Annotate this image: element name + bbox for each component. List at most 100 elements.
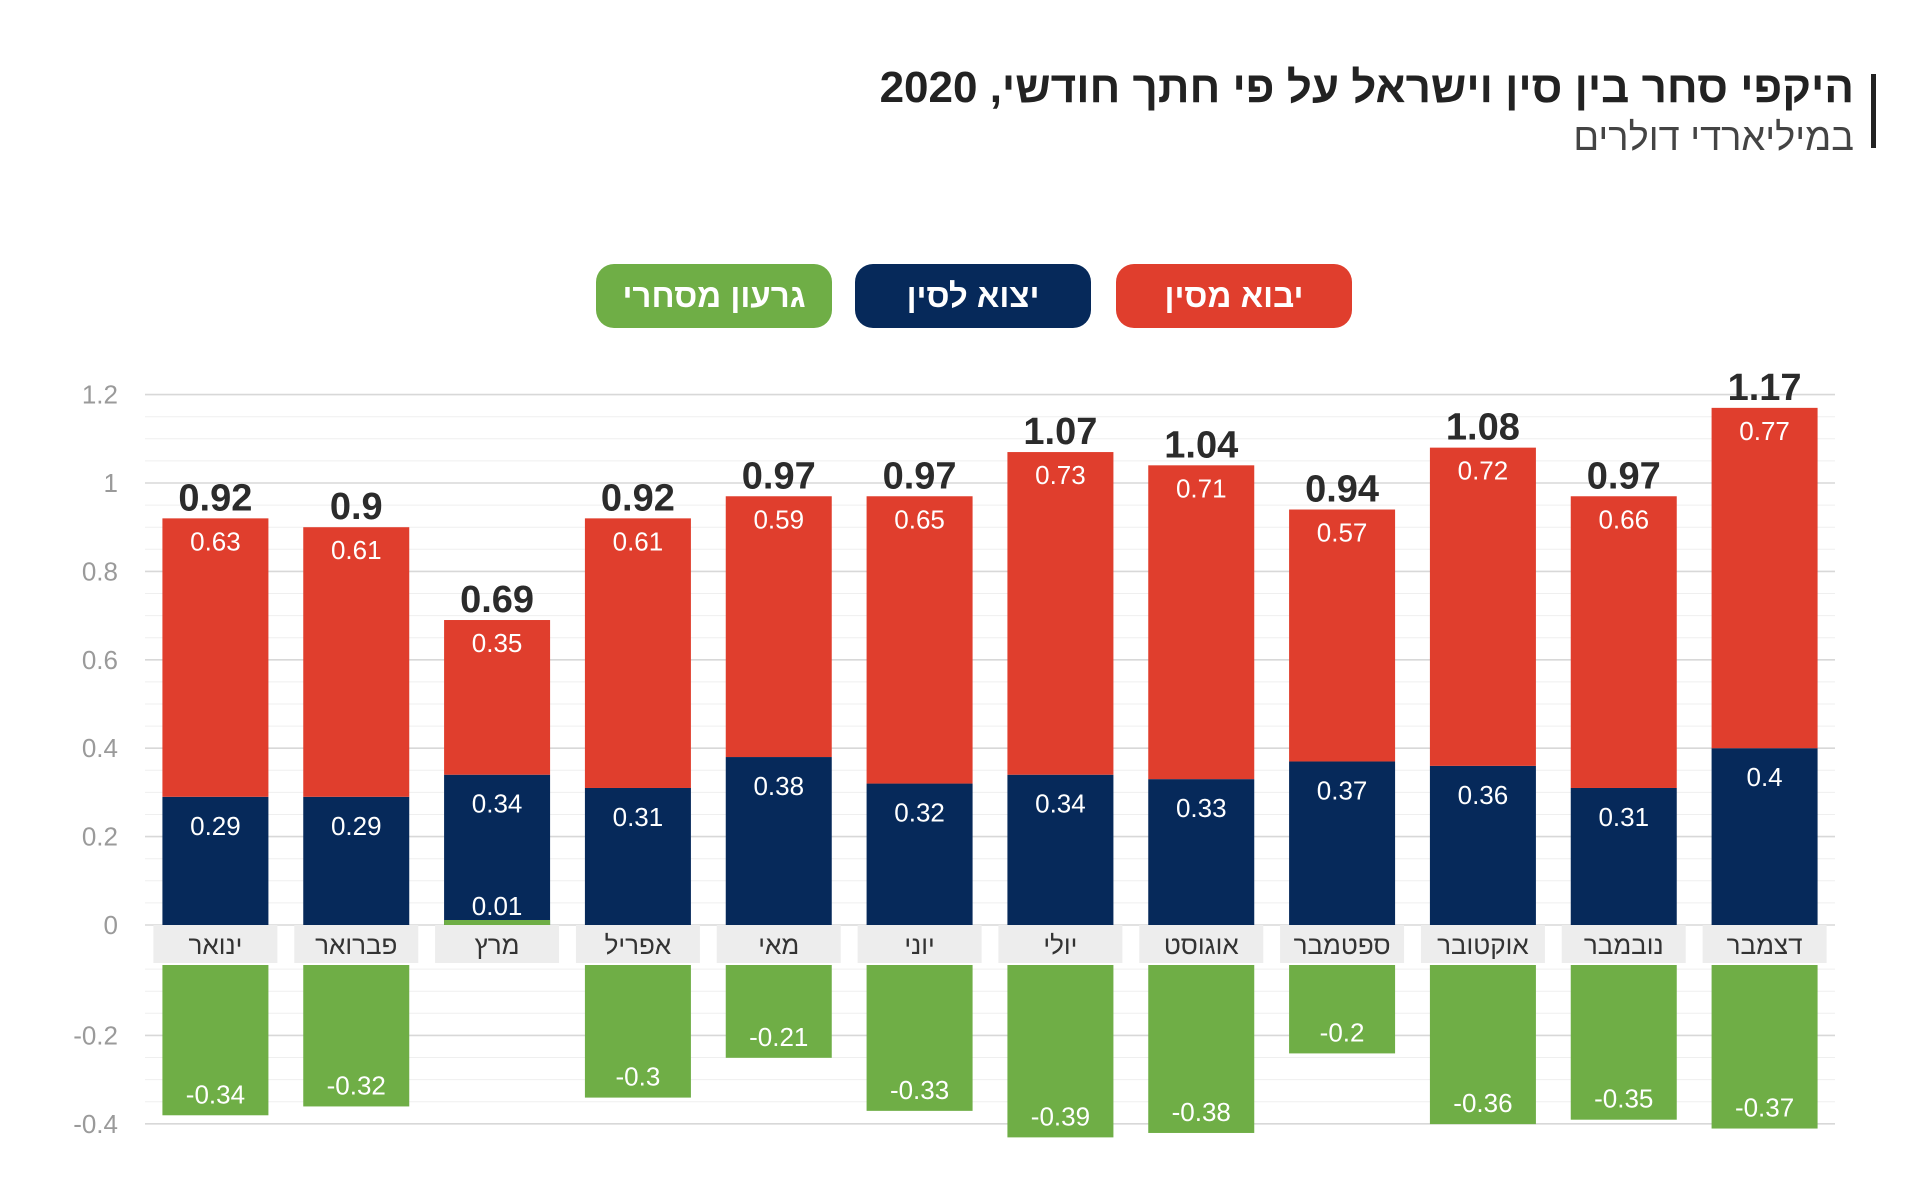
bar-export bbox=[303, 796, 410, 925]
export-value-label: 0.37 bbox=[1317, 775, 1368, 805]
month-label: מרץ bbox=[475, 930, 520, 960]
bar-deficit bbox=[1711, 965, 1818, 1129]
y-tick-label: 0 bbox=[104, 910, 118, 940]
month-label-bg bbox=[435, 925, 560, 963]
month-label: אוקטובר bbox=[1437, 930, 1529, 960]
deficit-value-label: -0.36 bbox=[1453, 1088, 1512, 1118]
import-value-label: 0.57 bbox=[1317, 518, 1368, 548]
bar-export bbox=[1570, 787, 1677, 925]
month-label: נובמבר bbox=[1584, 930, 1664, 960]
chart-subtitle: במיליארדי דולרים bbox=[1573, 117, 1854, 159]
total-value-label: 0.9 bbox=[330, 486, 383, 528]
bar-deficit bbox=[1289, 965, 1396, 1054]
bar-deficit bbox=[162, 965, 269, 1116]
bar-export bbox=[1289, 761, 1396, 925]
month-label: ינואר bbox=[188, 930, 242, 960]
bar-export bbox=[584, 787, 691, 925]
month-label-bg bbox=[716, 925, 841, 963]
import-value-label: 0.63 bbox=[190, 526, 241, 556]
month-label: יוני bbox=[904, 930, 934, 960]
month-label-bg bbox=[1702, 925, 1827, 963]
deficit-value-label: -0.35 bbox=[1594, 1084, 1653, 1114]
bar-import bbox=[1289, 509, 1396, 762]
bar-import bbox=[1711, 407, 1818, 749]
month-label: אפריל bbox=[605, 930, 672, 960]
bar-deficit bbox=[725, 965, 832, 1058]
month-label-bg bbox=[575, 925, 700, 963]
month-label-bg bbox=[998, 925, 1123, 963]
total-value-label: 0.97 bbox=[883, 455, 957, 497]
total-value-label: 0.97 bbox=[1587, 455, 1661, 497]
y-tick-label: 0.6 bbox=[82, 645, 118, 675]
bar-import bbox=[1007, 452, 1114, 775]
bar-deficit bbox=[1148, 965, 1255, 1133]
export-value-label: 0.32 bbox=[894, 798, 945, 828]
month-label-bg bbox=[1420, 925, 1545, 963]
total-value-label: 1.07 bbox=[1023, 411, 1097, 453]
bar-import bbox=[866, 496, 973, 784]
bar-export bbox=[1007, 774, 1114, 925]
legend-deficit: גרעון מסחרי bbox=[596, 264, 832, 328]
bar-import bbox=[444, 620, 551, 775]
month-label-bg bbox=[1280, 925, 1405, 963]
bar-export bbox=[866, 783, 973, 925]
export-value-label: 0.31 bbox=[613, 802, 664, 832]
chart-title: היקפי סחר בין סין וישראל על פי חתך חודשי… bbox=[879, 63, 1854, 112]
month-label-bg bbox=[294, 925, 419, 963]
export-value-label: 0.34 bbox=[472, 789, 523, 819]
import-value-label: 0.73 bbox=[1035, 460, 1086, 490]
bar-deficit bbox=[1570, 965, 1677, 1120]
month-label: ספטמבר bbox=[1294, 930, 1391, 960]
y-tick-label: 0.8 bbox=[82, 556, 118, 586]
total-value-label: 0.97 bbox=[742, 455, 816, 497]
deficit-value-label: -0.39 bbox=[1031, 1101, 1090, 1131]
export-value-label: 0.29 bbox=[190, 811, 241, 841]
month-label: פברואר bbox=[315, 930, 397, 960]
export-value-label: 0.29 bbox=[331, 811, 382, 841]
surplus-value-label: 0.01 bbox=[472, 891, 523, 921]
deficit-value-label: -0.38 bbox=[1172, 1097, 1231, 1127]
y-tick-label: 1 bbox=[104, 468, 118, 498]
export-value-label: 0.36 bbox=[1458, 780, 1509, 810]
bar-import bbox=[162, 518, 269, 797]
month-label: מאי bbox=[758, 930, 799, 960]
y-tick-label: -0.2 bbox=[73, 1020, 118, 1050]
bar-export bbox=[444, 774, 551, 925]
legend-export: יצוא לסין bbox=[855, 264, 1091, 328]
bar-export bbox=[1148, 779, 1255, 925]
total-value-label: 1.08 bbox=[1446, 407, 1520, 449]
month-label-bg bbox=[153, 925, 278, 963]
total-value-label: 0.69 bbox=[460, 579, 534, 621]
y-tick-label: 0.4 bbox=[82, 733, 118, 763]
deficit-value-label: -0.2 bbox=[1320, 1017, 1365, 1047]
bar-import bbox=[303, 527, 410, 797]
y-tick-label: 0.2 bbox=[82, 822, 118, 852]
import-value-label: 0.59 bbox=[753, 504, 804, 534]
bar-import bbox=[1148, 465, 1255, 780]
total-value-label: 0.94 bbox=[1305, 469, 1379, 511]
total-value-label: 0.92 bbox=[178, 477, 252, 519]
bar-deficit bbox=[584, 965, 691, 1098]
bar-import bbox=[584, 518, 691, 788]
export-value-label: 0.33 bbox=[1176, 793, 1227, 823]
import-value-label: 0.61 bbox=[613, 526, 664, 556]
export-value-label: 0.34 bbox=[1035, 789, 1086, 819]
y-tick-label: -0.4 bbox=[73, 1109, 118, 1139]
export-value-label: 0.38 bbox=[753, 771, 804, 801]
export-value-label: 0.31 bbox=[1598, 802, 1649, 832]
bar-deficit bbox=[303, 965, 410, 1107]
month-label-bg bbox=[1561, 925, 1686, 963]
month-label: אוגוסט bbox=[1164, 930, 1239, 960]
month-label: יולי bbox=[1043, 930, 1077, 960]
bar-deficit bbox=[1429, 965, 1536, 1125]
bar-import bbox=[725, 496, 832, 758]
month-label: דצמבר bbox=[1727, 930, 1803, 960]
bar-deficit bbox=[1007, 965, 1114, 1138]
export-value-label: 0.4 bbox=[1747, 762, 1783, 792]
import-value-label: 0.72 bbox=[1458, 456, 1509, 486]
bar-export bbox=[1711, 748, 1818, 925]
deficit-value-label: -0.3 bbox=[616, 1062, 661, 1092]
bar-surplus bbox=[444, 920, 551, 925]
header-accent-bar bbox=[1871, 74, 1876, 148]
